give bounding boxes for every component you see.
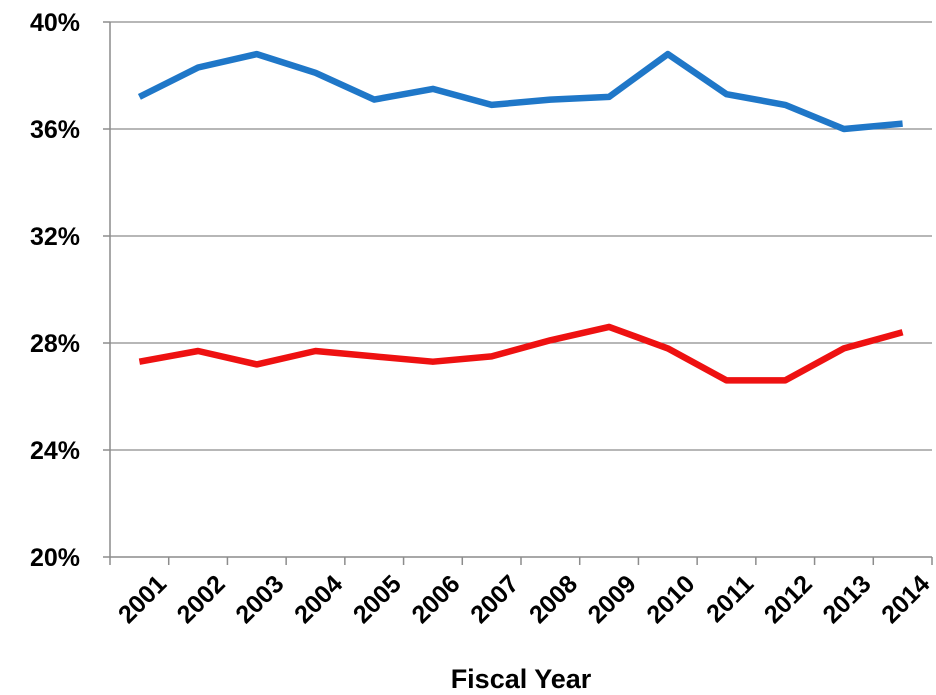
y-tick-label: 40% xyxy=(30,9,80,37)
y-tick-label: 36% xyxy=(30,116,80,144)
x-tick-label: 2010 xyxy=(641,570,700,629)
x-tick-label: 2001 xyxy=(113,570,172,629)
gridlines xyxy=(110,21,932,451)
series-line-1 xyxy=(137,50,903,133)
x-tick-label: 2004 xyxy=(289,570,348,629)
axes xyxy=(103,21,933,565)
x-tick-label: 2012 xyxy=(759,570,818,629)
series-line-2 xyxy=(138,323,904,384)
y-tick-label: 24% xyxy=(30,437,80,465)
x-tick-label: 2002 xyxy=(172,570,231,629)
y-tick-label: 20% xyxy=(30,544,80,572)
x-tick-label: 2014 xyxy=(876,570,935,629)
x-tick-label: 2003 xyxy=(230,570,289,629)
y-tick-label: 32% xyxy=(30,223,80,251)
x-tick-label: 2006 xyxy=(406,570,465,629)
x-tick-labels: 2001 2002 2003 2004 2005 2006 2007 2008 2009 2010… xyxy=(113,570,935,629)
x-tick-label: 2011 xyxy=(701,570,759,628)
x-tick-label: 2007 xyxy=(465,570,524,629)
y-tick-labels: 20% 24% 28% 32% 36% 40% xyxy=(30,9,80,572)
x-tick-label: 2009 xyxy=(583,570,642,629)
x-tick-label: 2008 xyxy=(524,570,583,629)
series-lines xyxy=(137,50,904,384)
y-tick-label: 28% xyxy=(30,330,80,358)
x-axis-title: Fiscal Year xyxy=(451,664,592,694)
x-tick-label: 2013 xyxy=(817,570,876,629)
x-tick-label: 2005 xyxy=(348,570,407,629)
